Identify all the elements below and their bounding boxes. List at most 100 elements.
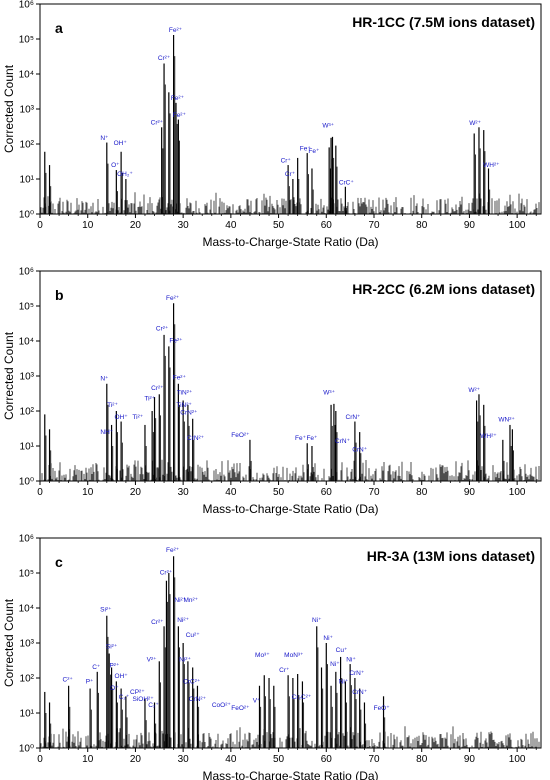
y-tick-label: 10³ [20,639,35,650]
x-tick-label: 40 [225,487,237,498]
y-tick-label: 10⁰ [19,210,34,221]
x-tick-label: 10 [82,487,94,498]
x-tick-label: 30 [178,754,190,765]
peak-label: WH²⁺ [483,162,500,169]
y-tick-label: 10² [20,674,35,685]
peak-label: Si²⁺ [100,606,112,613]
peak-label: Ti²⁺ [144,395,155,402]
y-axis-label: Corrected Count [2,331,16,420]
peak-label: CrC⁺ [339,179,355,186]
x-tick-label: 90 [464,754,476,765]
peak-label: N⁺ [100,135,109,142]
peak-label: O⁺ [110,685,119,692]
peak-label: Fe²⁺ [171,95,185,102]
y-axis-label: Corrected Count [2,598,16,687]
y-tick-label: 10⁴ [19,337,34,348]
panel-title: HR-2CC (6.2M ions dataset) [352,281,535,297]
peak-label: Fe⁺ [308,148,320,155]
peak-label: CrC²⁺ [183,678,201,685]
peak-label: CrN²⁺ [180,409,198,416]
x-tick-label: 90 [464,487,476,498]
peak-label: Cr²⁺ [160,570,173,577]
peak-label: Fe²⁺ [173,374,187,381]
peak-label: Cr²⁺ [156,325,169,332]
peak-label: Ni⁺ [330,661,340,668]
peak-label: CP²⁺ [130,689,145,696]
peak-label: SiOH²⁺ [133,696,155,703]
x-axis-label: Mass-to-Charge-State Ratio (Da) [202,769,378,780]
peak-label: Ti²⁺ [107,402,118,409]
x-tick-label: 80 [416,220,428,231]
panel-letter: a [55,20,63,36]
peak-label: Si²⁺ [106,643,118,650]
x-tick-label: 60 [321,754,333,765]
peak-label: Fe⁺ [306,435,318,442]
y-tick-label: 10⁰ [19,744,34,755]
peak-label: FeO⁺ [374,705,391,712]
peak-label: Cr²⁺ [151,120,164,127]
spectrum-noise [40,192,540,214]
panel-title: HR-1CC (7.5M ions dataset) [352,14,535,30]
x-tick-label: 20 [130,220,142,231]
peak-label: TiN²⁺ [176,402,192,409]
y-tick-label: 10¹ [20,175,35,186]
x-tick-label: 70 [368,487,380,498]
peak-label: CoO²⁺ [212,702,232,709]
x-tick-label: 10 [82,220,94,231]
peak-label: WH²⁺ [480,433,497,440]
y-tick-label: 10¹ [20,442,35,453]
x-tick-label: 40 [225,754,237,765]
peak-label: Ni²⁺ [177,617,189,624]
peak-label: Fe⁺ [295,435,307,442]
peak-label: Mo³⁺ [255,652,270,659]
peak-label: W³⁺ [323,389,335,396]
plot-frame [39,3,542,215]
y-tick-label: 10⁶ [19,267,34,278]
peak-label: Fe²⁺ [166,547,180,554]
y-tick-label: 10² [20,407,35,418]
peak-label: Cr⁺ [279,667,290,674]
peak-label: OH⁺ [115,414,129,421]
peak-label: Ni²⁺ [179,656,191,663]
spectrum-panel-c: 0 10 20 30 40 50 60 70 80 90 100 10⁰ 10¹ 10² 10³ 10⁴ 10⁵… [2,534,542,780]
y-tick-label: 10¹ [20,709,35,720]
peak-label: V⁺ [253,697,261,704]
peak-label: N⁺ [100,375,109,382]
x-tick-label: 70 [368,220,380,231]
peak-label: MoN³⁺ [284,652,304,659]
spectrum-panel-b: 0 10 20 30 40 50 60 70 80 90 100 10⁰ 10¹ 10² 10³ 10⁴ 10⁵… [2,267,542,516]
peak-label: Cr⁺ [285,171,296,178]
peak-label: V²⁺ [147,656,158,663]
peak-label: P²⁺ [109,662,120,669]
x-tick-label: 50 [273,487,285,498]
x-tick-label: 20 [130,754,142,765]
spectrum-noise [41,459,540,481]
peak-label: CrN²⁺ [189,696,207,703]
plot-frame [39,270,542,482]
peak-label: Cr₂C²⁺ [292,694,312,701]
x-tick-label: 100 [509,220,526,231]
x-tick-label: 0 [37,754,43,765]
peak-label: OH⁺ [114,140,128,147]
peak-label: CrN⁺ [349,670,365,677]
peak-label: CrN⁺ [352,446,368,453]
x-tick-label: 100 [509,487,526,498]
spectrum-noise [40,726,540,748]
peak-label: NH⁺ [100,429,113,436]
x-tick-label: 50 [273,754,285,765]
x-axis-label: Mass-to-Charge-State Ratio (Da) [202,235,378,249]
peak-label: C⁺ [92,664,101,671]
peak-label: Ni⁺ [346,656,356,663]
y-tick-label: 10⁴ [19,70,34,81]
peak-label: Fe⁺ [300,146,312,153]
peak-label: WN²⁺ [498,417,515,424]
peak-label: C²⁺ [63,676,74,683]
peak-label: P⁺ [86,678,94,685]
peak-label: Fe²⁺ [173,112,187,119]
peak-label: W³⁺ [322,122,334,129]
x-tick-label: 80 [416,487,428,498]
peak-label: Ni⁺ [323,635,333,642]
peak-label: Cu⁺ [336,647,348,654]
peak-label: Ni²⁺ [174,597,186,604]
peak-label: W²⁺ [468,387,480,394]
